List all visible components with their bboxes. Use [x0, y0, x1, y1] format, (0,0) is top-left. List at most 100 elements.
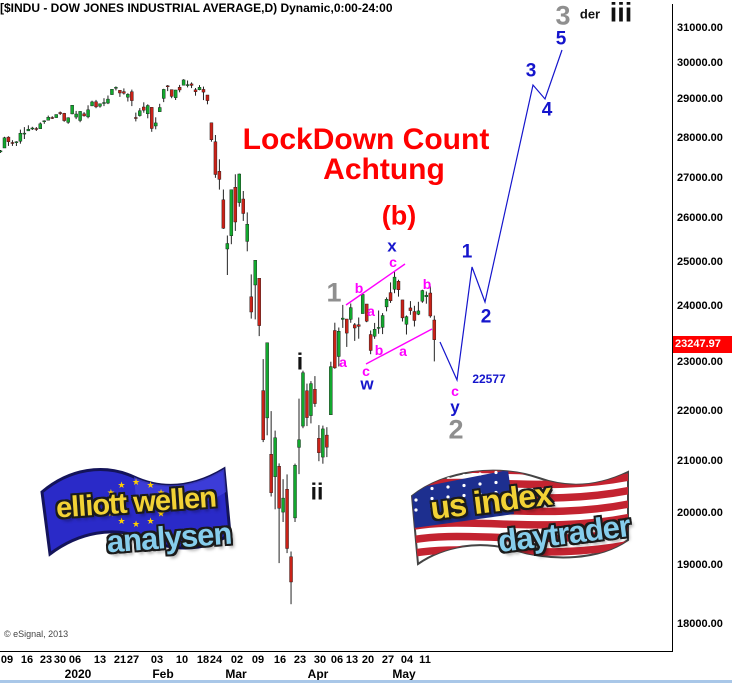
candle-body	[126, 94, 130, 98]
candle-body	[237, 173, 242, 203]
candle-body	[317, 438, 321, 453]
date-tick-label: 30	[53, 654, 67, 666]
date-tick-label: 16	[20, 654, 34, 666]
candle-body	[86, 109, 90, 118]
date-tick-label: 09	[251, 654, 265, 666]
candle-body	[404, 316, 409, 325]
candle-body	[309, 383, 313, 416]
candle-body	[380, 315, 385, 328]
candle-body	[277, 466, 281, 509]
candle-body	[249, 296, 253, 313]
us-flag-icon	[410, 469, 629, 566]
wave-label: ii	[310, 478, 324, 505]
candle-body	[337, 331, 341, 357]
wave-label: b	[354, 280, 364, 296]
candle-body	[114, 87, 118, 89]
month-label: Feb	[152, 667, 174, 681]
candle-body	[177, 86, 182, 91]
candle-body	[209, 122, 214, 141]
candle-body	[134, 117, 138, 119]
wave-label: c	[389, 254, 397, 270]
candle-body	[185, 84, 190, 86]
wave-label: w	[360, 374, 374, 394]
date-tick-label: 06	[68, 654, 82, 666]
candle-body	[193, 89, 198, 92]
candle-body	[181, 79, 186, 86]
wave-label: 3	[555, 0, 571, 31]
candle-body	[341, 317, 345, 320]
candle-body	[90, 101, 94, 107]
date-tick-label: 06	[330, 654, 344, 666]
candle-body	[161, 89, 166, 99]
candle-body	[416, 310, 421, 315]
price-axis-label: 25000.00	[677, 256, 723, 268]
date-tick-label: 02	[230, 654, 244, 666]
candle-body	[98, 103, 102, 107]
candle-body	[325, 434, 329, 448]
wave-label: b	[374, 342, 384, 358]
candle-body	[432, 319, 437, 340]
price-axis-label: 30000.00	[677, 57, 723, 69]
candle-body	[257, 278, 261, 326]
candle-body	[130, 91, 134, 101]
trend-line[interactable]	[365, 328, 433, 365]
candle-body	[173, 89, 178, 98]
date-tick-label: 18	[196, 654, 210, 666]
wave-label: x	[387, 236, 397, 256]
wave-label: 1	[326, 277, 342, 308]
trend-line[interactable]	[345, 263, 406, 306]
eu-star-icon: ★	[103, 498, 111, 508]
date-tick-label: 23	[39, 654, 53, 666]
watermark-line2: Achtung	[323, 153, 445, 186]
date-tick-label: 04	[400, 654, 414, 666]
candle-body	[6, 136, 11, 142]
eu-star-icon: ★	[146, 480, 154, 490]
wave-label: c	[451, 383, 459, 399]
candle-body	[269, 454, 273, 493]
candle-body	[94, 101, 98, 108]
candle-body	[360, 294, 365, 314]
candle-body	[261, 390, 265, 440]
wave-label: b	[422, 276, 432, 292]
date-tick-label: 27	[126, 654, 140, 666]
candle-body	[345, 318, 349, 334]
candle-body	[424, 295, 429, 297]
candle-body	[26, 128, 31, 132]
candle-body	[357, 324, 361, 327]
projection-zigzag-line	[439, 49, 563, 383]
watermark-wave-b: (b)	[381, 200, 417, 231]
chart-title: [$INDU - DOW JONES INDUSTRIAL AVERAGE,D)…	[0, 1, 393, 15]
candle-body	[217, 171, 222, 180]
candle-body	[30, 127, 35, 130]
wave-label: 2	[480, 306, 492, 328]
candle-body	[297, 439, 301, 448]
month-label: Mar	[225, 667, 247, 681]
candle-body	[150, 107, 154, 129]
price-axis-label: 27000.00	[677, 172, 723, 184]
candle-body	[58, 112, 62, 114]
price-axis-label: 22000.00	[677, 405, 723, 417]
eu-star-icon: ★	[157, 488, 165, 498]
candle-body	[10, 142, 15, 144]
candle-body	[66, 117, 70, 123]
date-tick-label: 11	[419, 654, 431, 666]
price-axis-label: 26000.00	[677, 212, 723, 224]
candle-body	[34, 128, 39, 130]
price-axis-label: 19000.00	[677, 559, 723, 571]
eu-star-icon: ★	[107, 509, 115, 519]
wave-label: 3	[525, 60, 537, 82]
date-tick-label: 24	[209, 654, 223, 666]
candle-body	[376, 327, 381, 329]
price-axis-label: 20000.00	[677, 507, 723, 519]
month-label: May	[392, 667, 416, 681]
price-axis-label: 29000.00	[677, 93, 723, 105]
date-tick-label: 13	[93, 654, 107, 666]
candle-body	[333, 330, 337, 369]
candle-body	[301, 372, 305, 427]
candle-body	[245, 223, 249, 242]
candle-body	[384, 299, 389, 308]
wave-label: y	[450, 397, 460, 417]
candle-body	[54, 114, 58, 118]
candle-body	[229, 189, 234, 236]
